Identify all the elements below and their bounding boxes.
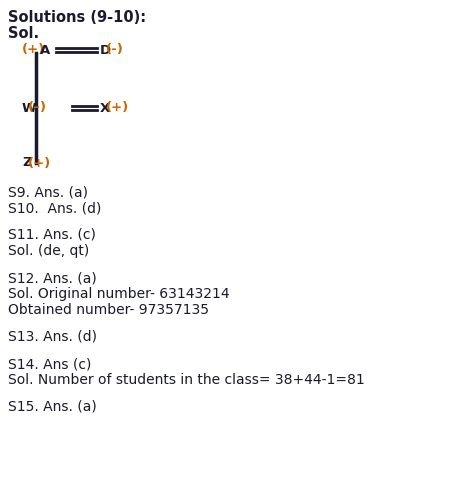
- Text: S10.  Ans. (d): S10. Ans. (d): [8, 201, 101, 215]
- Text: (–): (–): [28, 101, 47, 114]
- Text: Sol. Original number- 63143214: Sol. Original number- 63143214: [8, 287, 230, 301]
- Text: (+): (+): [22, 43, 45, 57]
- Text: S14. Ans (c): S14. Ans (c): [8, 357, 92, 371]
- Text: D: D: [100, 43, 111, 57]
- Text: (+): (+): [28, 156, 51, 170]
- Text: S9. Ans. (a): S9. Ans. (a): [8, 185, 88, 199]
- Text: Solutions (9-10):: Solutions (9-10):: [8, 10, 146, 25]
- Text: S11. Ans. (c): S11. Ans. (c): [8, 228, 96, 242]
- Text: (-): (-): [106, 43, 124, 57]
- Text: Obtained number- 97357135: Obtained number- 97357135: [8, 303, 209, 317]
- Text: Z: Z: [22, 156, 32, 170]
- Text: S12. Ans. (a): S12. Ans. (a): [8, 271, 97, 285]
- Text: Sol. Number of students in the class= 38+44-1=81: Sol. Number of students in the class= 38…: [8, 373, 365, 387]
- Text: Sol.: Sol.: [8, 26, 39, 41]
- Text: X: X: [100, 101, 110, 114]
- Text: (+): (+): [106, 101, 129, 114]
- Text: S13. Ans. (d): S13. Ans. (d): [8, 330, 97, 344]
- Text: S15. Ans. (a): S15. Ans. (a): [8, 400, 97, 414]
- Text: A: A: [40, 43, 50, 57]
- Text: Sol. (de, qt): Sol. (de, qt): [8, 244, 89, 258]
- Text: W: W: [22, 101, 36, 114]
